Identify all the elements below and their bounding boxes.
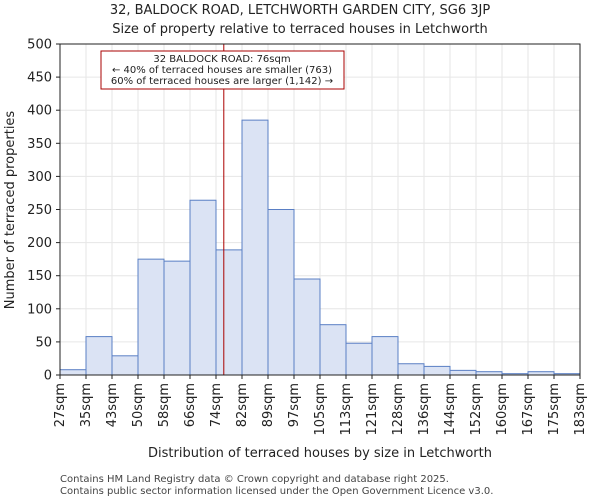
bar-97sqm [293,278,321,376]
x-tick-label-97sqm: 97sqm [287,383,302,427]
x-axis-label: Distribution of terraced houses by size … [148,446,492,461]
bar-113sqm [345,342,373,376]
x-tick-label-160sqm: 160sqm [495,383,510,436]
y-tick-label-500: 500 [27,38,52,53]
bar-136sqm [423,365,451,376]
bar-74sqm [215,249,243,376]
bar-43sqm [111,355,139,376]
annotation-line1: 32 BALDOCK ROAD: 76sqm [153,54,290,65]
annotation-line2: ← 40% of terraced houses are smaller (76… [112,65,332,76]
y-tick-label-100: 100 [27,302,52,317]
x-tick-label-152sqm: 152sqm [469,383,484,436]
bar-89sqm [267,209,295,376]
x-tick-label-66sqm: 66sqm [183,383,198,427]
bar-105sqm [319,324,347,376]
bar-50sqm [137,258,165,376]
y-tick-label-450: 450 [27,71,52,86]
x-tick-label-113sqm: 113sqm [339,383,354,436]
chart-title-line2: Size of property relative to terraced ho… [112,22,488,37]
x-tick-label-82sqm: 82sqm [235,383,250,427]
x-tick-label-136sqm: 136sqm [417,383,432,436]
y-tick-label-50: 50 [35,335,52,350]
x-tick-label-74sqm: 74sqm [209,383,224,427]
x-tick-label-121sqm: 121sqm [365,383,380,436]
x-tick-label-175sqm: 175sqm [547,383,562,436]
x-tick-label-43sqm: 43sqm [105,383,120,427]
y-tick-label-400: 400 [27,104,52,119]
x-tick-label-183sqm: 183sqm [573,383,588,436]
y-tick-label-150: 150 [27,269,52,284]
x-tick-label-128sqm: 128sqm [391,383,406,436]
y-axis-label: Number of terraced properties [3,111,18,310]
bar-121sqm [371,336,399,376]
y-tick-label-350: 350 [27,137,52,152]
bar-66sqm [189,199,217,376]
footer-line1: Contains HM Land Registry data © Crown c… [60,474,449,485]
x-tick-label-50sqm: 50sqm [131,383,146,427]
bar-27sqm [59,369,87,376]
y-tick-label-250: 250 [27,203,52,218]
x-tick-label-27sqm: 27sqm [53,383,68,427]
bars [59,119,581,376]
x-tick-label-35sqm: 35sqm [79,383,94,427]
y-tick-label-200: 200 [27,236,52,251]
annotation-line3: 60% of terraced houses are larger (1,142… [111,76,333,87]
bar-144sqm [449,369,477,376]
y-tick-label-0: 0 [44,369,52,384]
bar-35sqm [85,336,113,376]
bar-82sqm [241,119,269,376]
x-tick-label-89sqm: 89sqm [261,383,276,427]
y-tick-label-300: 300 [27,170,52,185]
annotation-frame [100,50,345,90]
y-axis: 0 50 100 150 200 250 300 350 400 450 500 [27,38,60,384]
x-axis: 27sqm 35sqm 43sqm 50sqm 58sqm 66sqm 74sqm 82sqm… [53,375,588,436]
x-tick-label-105sqm: 105sqm [313,383,328,436]
x-tick-label-58sqm: 58sqm [157,383,172,427]
bar-58sqm [163,260,191,376]
x-tick-label-144sqm: 144sqm [443,383,458,436]
annotation-box: 32 BALDOCK ROAD: 76sqm ← 40% of terraced… [100,50,345,90]
footer-line2: Contains public sector information licen… [60,486,493,497]
x-tick-label-167sqm: 167sqm [521,383,536,436]
bar-128sqm [397,363,425,376]
chart-title-line1: 32, BALDOCK ROAD, LETCHWORTH GARDEN CITY… [110,3,491,18]
